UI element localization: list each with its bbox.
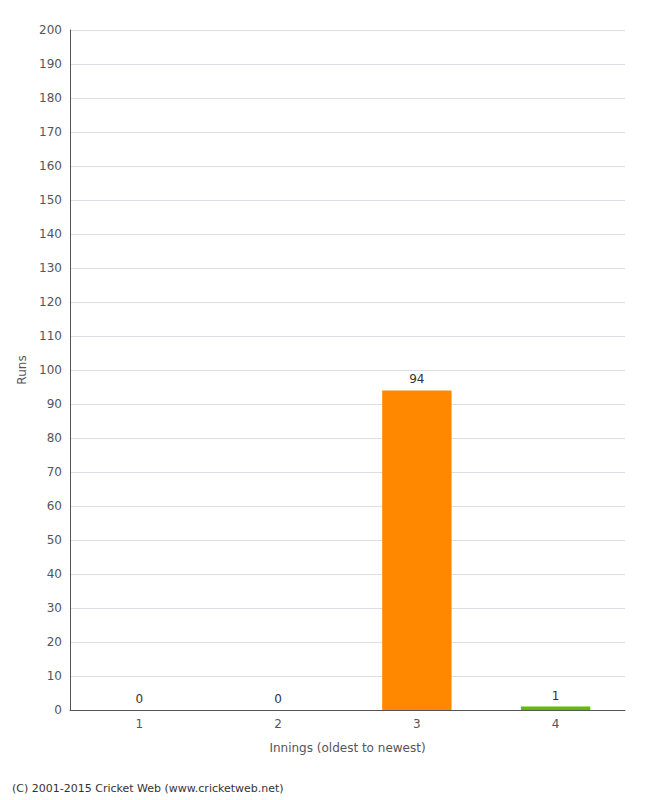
svg-text:Runs: Runs	[15, 355, 29, 384]
svg-text:200: 200	[39, 23, 62, 37]
svg-text:110: 110	[39, 329, 62, 343]
svg-text:50: 50	[47, 533, 62, 547]
svg-text:70: 70	[47, 465, 62, 479]
svg-text:80: 80	[47, 431, 62, 445]
svg-text:94: 94	[409, 372, 424, 386]
svg-text:170: 170	[39, 125, 62, 139]
svg-text:Innings (oldest to newest): Innings (oldest to newest)	[269, 741, 425, 755]
svg-text:4: 4	[552, 717, 560, 731]
svg-text:20: 20	[47, 635, 62, 649]
svg-text:0: 0	[136, 692, 144, 706]
svg-text:180: 180	[39, 91, 62, 105]
svg-text:0: 0	[274, 692, 282, 706]
svg-text:120: 120	[39, 295, 62, 309]
svg-text:1: 1	[552, 689, 560, 703]
svg-text:40: 40	[47, 567, 62, 581]
svg-text:1: 1	[136, 717, 144, 731]
svg-text:0: 0	[54, 703, 62, 717]
svg-text:60: 60	[47, 499, 62, 513]
svg-text:140: 140	[39, 227, 62, 241]
svg-text:2: 2	[274, 717, 282, 731]
svg-text:3: 3	[413, 717, 421, 731]
svg-text:130: 130	[39, 261, 62, 275]
svg-text:190: 190	[39, 57, 62, 71]
svg-text:150: 150	[39, 193, 62, 207]
svg-text:160: 160	[39, 159, 62, 173]
svg-text:30: 30	[47, 601, 62, 615]
svg-text:100: 100	[39, 363, 62, 377]
svg-text:90: 90	[47, 397, 62, 411]
svg-text:(C) 2001-2015 Cricket Web (www: (C) 2001-2015 Cricket Web (www.cricketwe…	[12, 782, 284, 795]
svg-text:10: 10	[47, 669, 62, 683]
